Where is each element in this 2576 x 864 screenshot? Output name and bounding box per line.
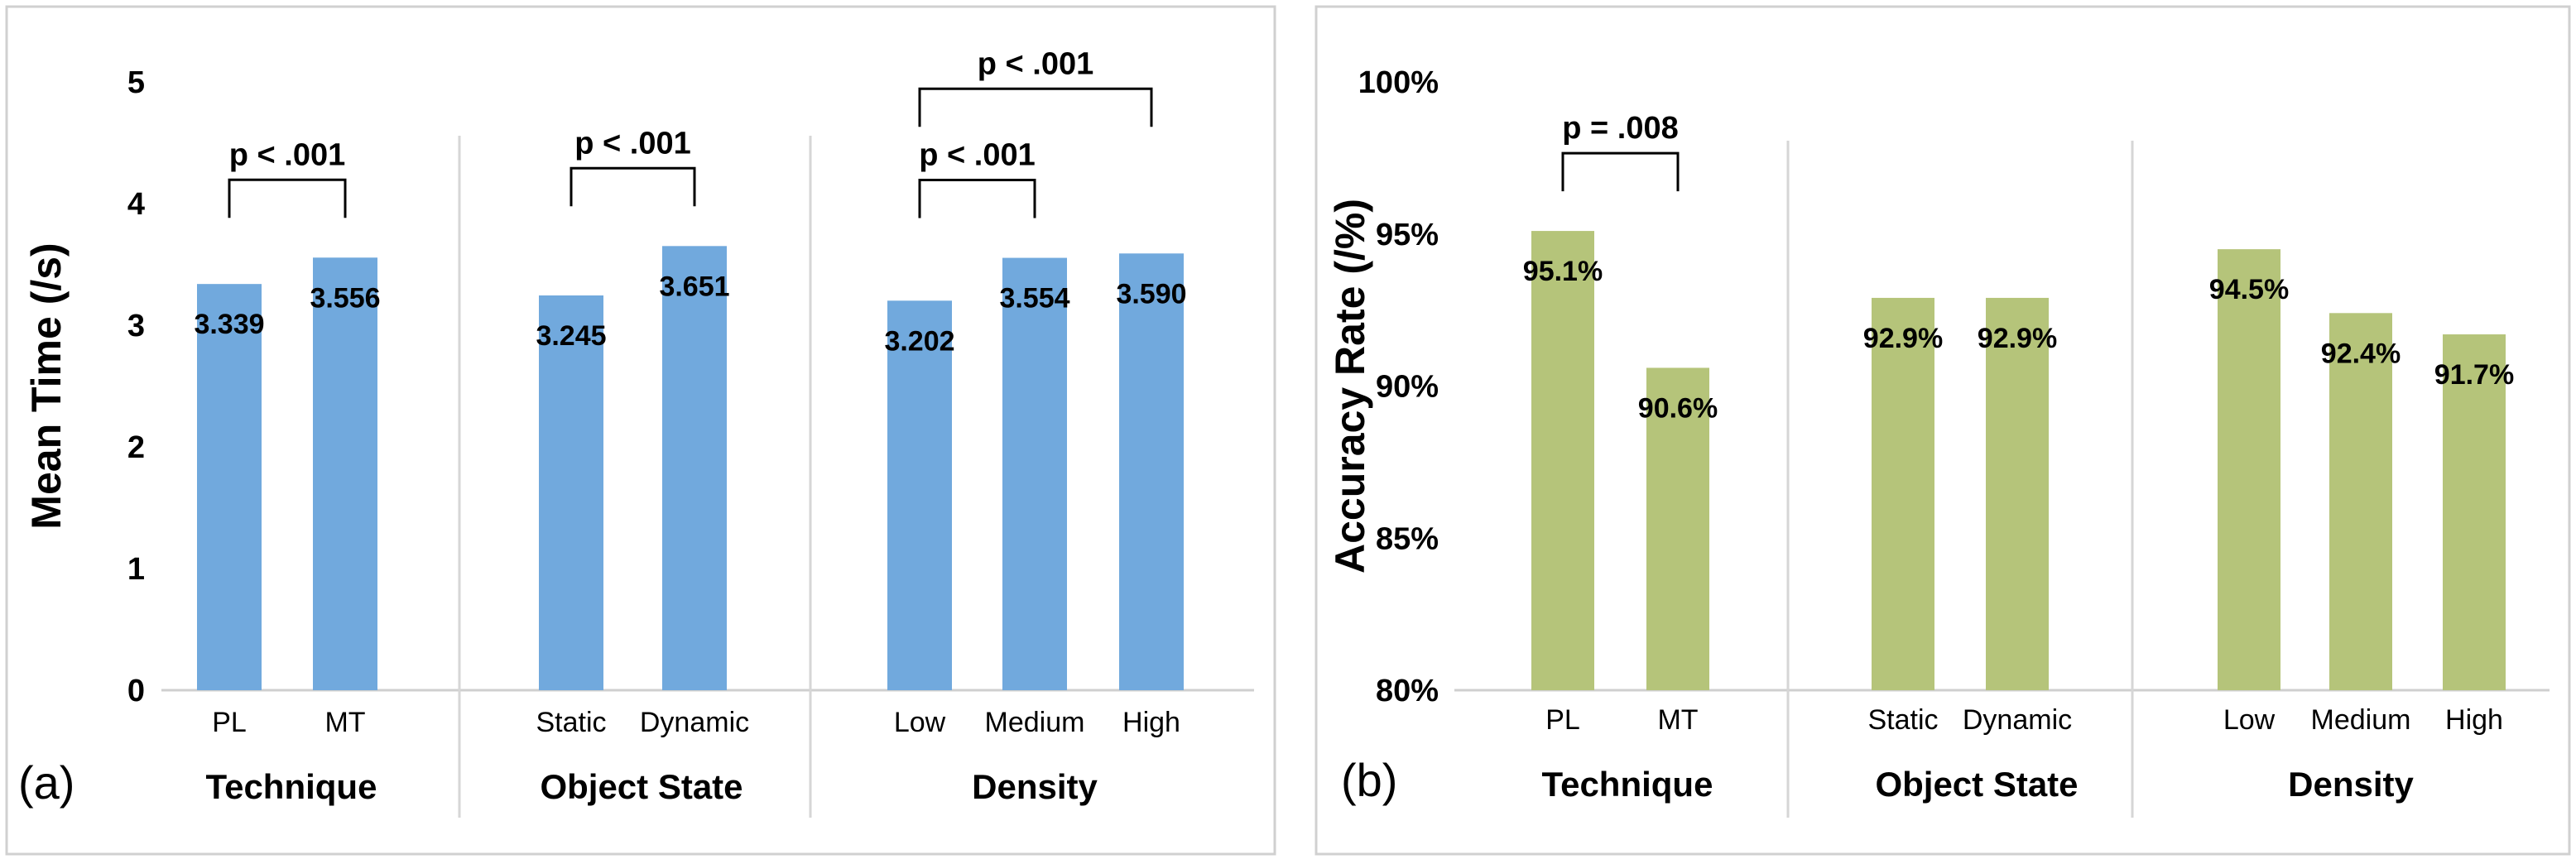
x-tick-label: Medium — [985, 707, 1085, 738]
x-tick-label: MT — [324, 707, 365, 738]
y-tick-label: 80% — [1376, 674, 1439, 708]
y-tick-label: 95% — [1376, 218, 1439, 252]
x-tick-label: Dynamic — [640, 707, 749, 738]
y-tick-label: 90% — [1376, 370, 1439, 405]
x-tick-label: Static — [536, 707, 606, 738]
significance-label: p < .001 — [229, 137, 345, 172]
bar — [662, 246, 727, 691]
data-label: 3.202 — [884, 325, 954, 357]
significance-label: p < .001 — [919, 138, 1035, 173]
group-label: Density — [2288, 765, 2414, 804]
data-label: 90.6% — [1638, 392, 1718, 424]
x-tick-label: Low — [2223, 704, 2276, 736]
bar — [1646, 367, 1709, 690]
bar — [2329, 313, 2392, 690]
data-label: 91.7% — [2434, 359, 2514, 391]
bar — [197, 284, 262, 690]
significance-bracket — [918, 179, 1036, 218]
group-label: Object State — [540, 767, 743, 806]
data-label: 3.556 — [310, 282, 380, 314]
data-label: 92.9% — [1978, 323, 2057, 354]
bar — [1002, 257, 1067, 690]
x-tick-label: High — [1122, 707, 1180, 738]
group-label: Object State — [1875, 765, 2078, 804]
significance-bracket — [1561, 151, 1680, 192]
y-tick-label: 1 — [127, 552, 145, 587]
bar — [1531, 231, 1594, 690]
x-tick-label: PL — [1545, 704, 1580, 736]
y-tick-label: 0 — [127, 674, 145, 708]
x-tick-label: High — [2445, 704, 2503, 736]
y-tick-label: 85% — [1376, 521, 1439, 556]
bar — [2443, 334, 2506, 690]
x-tick-label: Low — [894, 707, 946, 738]
significance-label: p = .008 — [1562, 111, 1678, 146]
bar — [539, 295, 603, 690]
bar — [887, 300, 952, 690]
chart-panel-b: 80% 85% 90% 95% 100% Accuracy Rate (/%) Techni… — [1314, 5, 2571, 856]
significance-bracket — [228, 178, 347, 218]
x-tick-label: Static — [1867, 704, 1938, 736]
y-tick-label: 3 — [127, 309, 145, 343]
bar — [2218, 249, 2280, 690]
data-label: 95.1% — [1523, 256, 1603, 287]
y-axis-title: Mean Time (/s) — [23, 242, 70, 529]
bar — [1986, 297, 2049, 690]
group-label: Technique — [206, 767, 377, 806]
data-label: 3.245 — [536, 320, 606, 352]
data-label: 3.590 — [1116, 278, 1186, 310]
y-tick-label: 5 — [127, 65, 145, 100]
y-tick-label: 100% — [1358, 65, 1439, 100]
panel-label: (b) — [1341, 754, 1397, 806]
group-label: Density — [972, 767, 1098, 806]
chart-panel-a: 0 1 2 3 4 5 Mean Time (/s) Technique 3.339 PL 3.55… — [5, 5, 1276, 856]
bar — [313, 257, 377, 690]
x-tick-label: Medium — [2311, 704, 2411, 736]
significance-bracket — [570, 166, 696, 207]
x-tick-label: MT — [1657, 704, 1698, 736]
bar — [1872, 297, 1934, 690]
y-axis-title: Accuracy Rate (/%) — [1327, 199, 1373, 574]
y-tick-label: 4 — [127, 187, 145, 222]
panel-label: (a) — [18, 756, 74, 809]
group-label: Technique — [1542, 765, 1713, 804]
data-label: 3.554 — [999, 283, 1069, 314]
data-label: 92.4% — [2321, 338, 2401, 369]
significance-bracket — [918, 87, 1153, 127]
y-tick-label: 2 — [127, 430, 145, 465]
data-label: 3.339 — [194, 309, 264, 340]
significance-label: p < .001 — [574, 126, 690, 161]
data-label: 3.651 — [659, 271, 729, 302]
significance-label: p < .001 — [978, 46, 1093, 81]
bar — [1119, 253, 1184, 690]
x-tick-label: Dynamic — [1963, 704, 2072, 736]
data-label: 94.5% — [2209, 274, 2289, 305]
x-tick-label: PL — [212, 707, 247, 738]
data-label: 92.9% — [1863, 323, 1943, 354]
